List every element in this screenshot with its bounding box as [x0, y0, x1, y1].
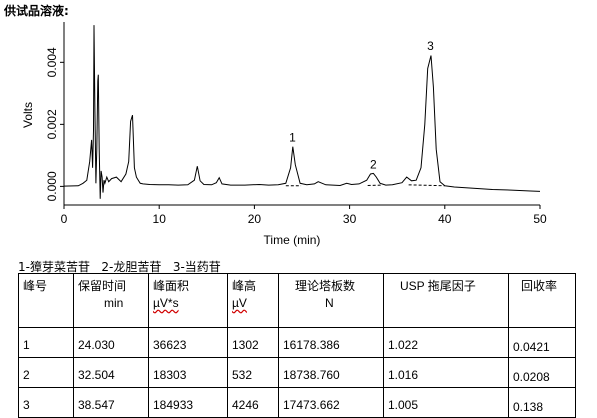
cell-peak-number: 2 — [19, 358, 74, 388]
peak-labels: 1 2 3 — [289, 39, 434, 171]
header-peak-area: 峰面积 µV*s — [149, 274, 228, 328]
cell-usp-tailing: 1.022 — [384, 328, 509, 358]
cell-peak-number: 1 — [19, 328, 74, 358]
cell-theoretical-plates: 17473.662 — [279, 388, 384, 418]
cell-peak-area: 18303 — [149, 358, 228, 388]
cell-theoretical-plates: 18738.760 — [279, 358, 384, 388]
header-recovery: 回收率 — [509, 274, 576, 328]
y-axis-label: Volts — [21, 102, 35, 128]
y-tick-label: 0.000 — [45, 171, 59, 201]
cell-recovery: 0.138 — [509, 388, 576, 418]
x-axis-ticks: 0 10 20 30 40 50 — [61, 205, 547, 226]
cell-peak-number: 3 — [19, 388, 74, 418]
x-tick-label: 10 — [153, 212, 167, 226]
cell-recovery: 0.0208 — [509, 358, 576, 388]
peak-results-table: 峰号 保留时间 min 峰面积 µV*s 峰高 µV 理论塔板数 N USP 拖… — [18, 273, 576, 418]
header-theoretical-plates: 理论塔板数 N — [279, 274, 384, 328]
cell-usp-tailing: 1.016 — [384, 358, 509, 388]
cell-peak-area: 184933 — [149, 388, 228, 418]
y-axis-ticks: 0.000 0.002 0.004 — [45, 47, 64, 201]
header-peak-number: 峰号 — [19, 274, 74, 328]
cell-retention-time: 38.547 — [74, 388, 149, 418]
x-tick-label: 40 — [438, 212, 452, 226]
peak-label: 1 — [289, 130, 296, 144]
cell-retention-time: 24.030 — [74, 328, 149, 358]
chromatogram-series-line — [64, 25, 540, 199]
cell-recovery: 0.0421 — [509, 328, 576, 358]
cell-usp-tailing: 1.005 — [384, 388, 509, 418]
x-axis-label: Time (min) — [264, 233, 321, 247]
cell-peak-area: 36623 — [149, 328, 228, 358]
cell-peak-height: 4246 — [228, 388, 279, 418]
cell-retention-time: 32.504 — [74, 358, 149, 388]
x-tick-label: 30 — [343, 212, 357, 226]
peak-label: 3 — [427, 39, 434, 53]
x-tick-label: 0 — [61, 212, 68, 226]
y-tick-label: 0.002 — [45, 109, 59, 139]
peak-label: 2 — [370, 157, 377, 171]
cell-peak-height: 1302 — [228, 328, 279, 358]
table-header-row: 峰号 保留时间 min 峰面积 µV*s 峰高 µV 理论塔板数 N USP 拖… — [19, 274, 576, 328]
chromatogram-chart: 0 10 20 30 40 50 0.000 0.002 0.004 1 2 3 Time (mi… — [0, 0, 597, 258]
cell-theoretical-plates: 16178.386 — [279, 328, 384, 358]
y-tick-label: 0.004 — [45, 47, 59, 77]
cell-peak-height: 532 — [228, 358, 279, 388]
header-usp-tailing: USP 拖尾因子 — [384, 274, 509, 328]
peak-baseline — [409, 185, 445, 186]
x-tick-label: 20 — [248, 212, 262, 226]
x-tick-label: 50 — [533, 212, 547, 226]
header-retention-time: 保留时间 min — [74, 274, 149, 328]
peak-baselines — [286, 185, 445, 186]
header-peak-height: 峰高 µV — [228, 274, 279, 328]
